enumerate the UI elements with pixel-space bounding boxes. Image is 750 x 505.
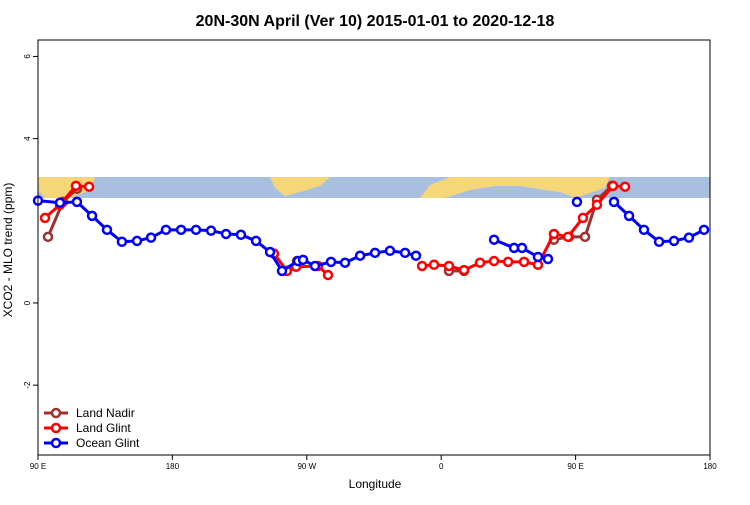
data-point — [608, 196, 620, 208]
y-tick-label: 6 — [23, 54, 32, 59]
data-point — [428, 259, 440, 271]
data-point — [518, 256, 530, 268]
data-point — [325, 256, 337, 268]
data-point — [175, 224, 187, 236]
data-point — [250, 235, 262, 247]
data-point — [264, 246, 276, 258]
data-point — [83, 181, 95, 192]
series-line — [44, 184, 90, 220]
data-point — [410, 250, 422, 261]
x-axis-label: Longitude — [349, 477, 402, 491]
data-point — [579, 231, 591, 243]
data-point — [190, 224, 202, 236]
y-tick-label: -2 — [23, 381, 32, 389]
data-point — [384, 245, 396, 257]
data-point — [160, 224, 172, 236]
legend-label: Ocean Glint — [76, 436, 140, 450]
data-point — [623, 210, 635, 222]
data-point — [399, 247, 411, 259]
data-point — [542, 253, 554, 265]
data-point — [39, 212, 51, 224]
x-tick-label: 0 — [439, 462, 444, 471]
data-point — [571, 196, 583, 208]
data-point — [54, 197, 66, 208]
data-point — [145, 232, 157, 243]
data-point — [42, 231, 54, 243]
x-tick-label: 90 E — [30, 462, 46, 471]
legend-marker — [50, 437, 62, 449]
legend-marker — [50, 422, 62, 434]
data-point — [443, 260, 455, 272]
data-point — [562, 231, 574, 243]
data-point — [488, 255, 500, 267]
data-point — [339, 257, 351, 268]
x-tick-label: 180 — [703, 462, 717, 471]
data-point — [235, 229, 247, 241]
data-point — [591, 199, 603, 211]
data-point — [354, 250, 366, 261]
data-point — [653, 236, 665, 247]
y-axis-label: XCO2 - MLO trend (ppm) — [1, 183, 15, 318]
plot-area — [32, 180, 710, 281]
x-tick-label: 180 — [166, 462, 180, 471]
map-strip — [38, 177, 710, 198]
data-point — [276, 265, 288, 277]
data-point — [548, 228, 560, 240]
data-point — [474, 257, 486, 268]
data-point — [416, 260, 428, 272]
data-point — [116, 236, 128, 247]
data-point — [607, 180, 619, 192]
data-point — [577, 212, 589, 224]
data-point — [309, 260, 321, 272]
data-point — [698, 224, 710, 236]
data-point — [101, 224, 113, 236]
legend-marker — [50, 407, 62, 419]
data-point — [205, 225, 217, 236]
data-point — [70, 180, 82, 192]
data-point — [71, 196, 83, 208]
data-point — [668, 235, 680, 247]
data-point — [131, 235, 143, 247]
data-point — [619, 181, 631, 192]
data-point — [683, 232, 695, 243]
data-point — [502, 256, 514, 268]
data-point — [322, 269, 334, 281]
data-point — [638, 224, 650, 236]
data-point — [86, 210, 98, 222]
legend-label: Land Nadir — [76, 406, 135, 420]
legend-label: Land Glint — [76, 421, 131, 435]
data-point — [532, 251, 544, 263]
data-point — [516, 242, 528, 254]
y-tick-label: 4 — [23, 136, 32, 141]
x-tick-label: 90 E — [567, 462, 583, 471]
plot-frame — [37, 39, 711, 456]
y-tick-label: 0 — [23, 300, 32, 305]
data-point — [488, 234, 500, 245]
data-point — [369, 247, 381, 259]
chart-title: 20N-30N April (Ver 10) 2015-01-01 to 202… — [196, 13, 555, 30]
x-tick-label: 90 W — [297, 462, 316, 471]
data-point — [458, 264, 470, 276]
data-point — [297, 254, 309, 266]
data-point — [220, 228, 232, 240]
